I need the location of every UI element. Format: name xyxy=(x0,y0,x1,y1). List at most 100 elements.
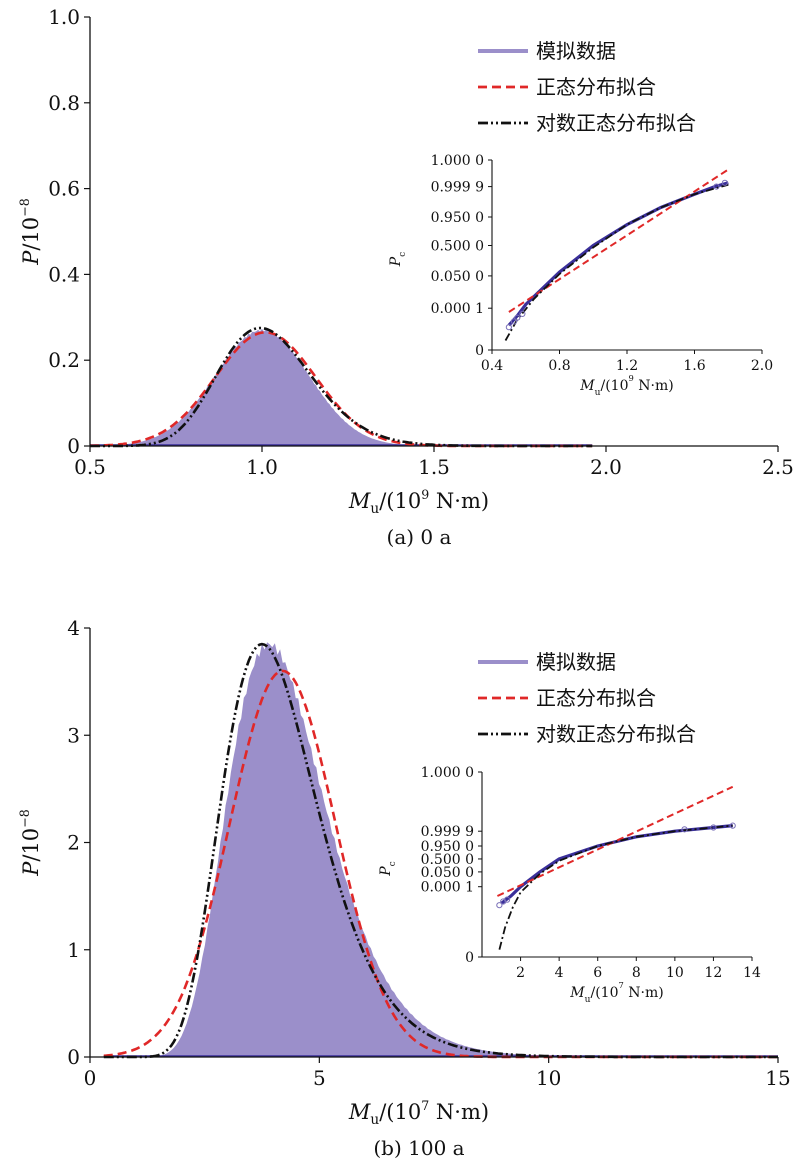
inset-data-point xyxy=(496,902,503,909)
inset-x-tick-label: 2 xyxy=(516,965,525,981)
inset-data-point xyxy=(713,183,720,190)
inset-x-tick-label: 14 xyxy=(743,965,761,981)
inset-y-axis-title-part: c xyxy=(388,861,398,866)
x-tick-label: 10 xyxy=(536,1066,561,1090)
inset-y-axis-title-part: c xyxy=(398,252,408,257)
inset-x-tick-label: 10 xyxy=(666,965,684,981)
inset-y-tick-label: 0.000 1 xyxy=(431,301,484,317)
inset-data-point xyxy=(505,324,512,331)
inset-x-tick-label: 6 xyxy=(593,965,602,981)
y-axis-title: P/10−8 xyxy=(17,809,43,877)
x-tick-label: 0 xyxy=(84,1066,97,1090)
inset-simulated-line xyxy=(500,824,733,905)
inset-y-tick-label: 1.000 0 xyxy=(431,153,484,169)
inset-plot: 1.000 00.999 90.950 00.500 00.050 00.000… xyxy=(378,765,761,1005)
histogram-area xyxy=(90,328,593,446)
y-tick-label: 0 xyxy=(67,1045,80,1069)
y-tick-label: 1.0 xyxy=(48,5,80,29)
legend-entry: 模拟数据 xyxy=(536,650,616,674)
legend-entry: 正态分布拟合 xyxy=(536,75,656,99)
y-axis-title: P/10−8 xyxy=(17,198,43,266)
inset-x-axis-title-part: u xyxy=(595,388,601,398)
y-tick-label: 0.4 xyxy=(48,262,80,286)
inset-lognormal-fit-line xyxy=(498,824,733,950)
y-tick-label: 4 xyxy=(67,616,80,640)
inset-x-axis-title-part: /(10 xyxy=(600,378,628,394)
inset-y-tick-label: 0 xyxy=(465,950,474,966)
inset-data-point xyxy=(729,822,736,829)
y-tick-label: 2 xyxy=(67,831,80,855)
inset-y-tick-label: 0.999 9 xyxy=(421,824,474,840)
inset-x-axis-title-part: M xyxy=(569,985,585,1001)
x-axis-title-part: M xyxy=(348,489,371,513)
x-tick-label: 2.5 xyxy=(762,455,794,479)
inset-y-tick-label: 0.500 0 xyxy=(421,852,474,868)
inset-data-point xyxy=(514,314,521,321)
x-axis-title-part: 9 xyxy=(421,487,429,502)
normal-fit-line xyxy=(103,669,778,1059)
y-axis-title-part: P xyxy=(19,861,43,877)
inset-y-tick-label: 0.500 0 xyxy=(431,239,484,255)
inset-x-axis-title-part: 7 xyxy=(618,980,623,990)
inset-data-point xyxy=(721,179,728,186)
chart-a: 0.5 1.0 1.5 2.0 2.500.20.40.60.81.0Mu/(109 N… xyxy=(17,5,794,549)
x-tick-label: 2.0 xyxy=(590,455,622,479)
y-tick-label: 3 xyxy=(67,723,80,747)
y-axis-title-part: /10 xyxy=(19,217,43,251)
y-axis-title-part: P xyxy=(19,250,43,266)
y-tick-label: 0 xyxy=(67,434,80,458)
inset-x-tick-label: 12 xyxy=(705,965,723,981)
inset-y-tick-label: 0.950 0 xyxy=(431,210,484,226)
inset-plot: 1.000 0 0.999 9 0.950 0 0.500 0 0.050 0 0.000… xyxy=(388,153,773,398)
inset-x-tick-label: 0.8 xyxy=(548,358,570,374)
inset-y-axis-title-part: P xyxy=(378,866,394,877)
x-axis-title: Mu/(107 N·m) xyxy=(348,1098,489,1128)
inset-x-axis-title-part: N·m) xyxy=(634,378,674,394)
inset-data-point xyxy=(681,826,688,833)
inset-x-axis-title: Mu/(107 N·m) xyxy=(569,980,663,1005)
inset-x-axis-title-part: 9 xyxy=(628,373,633,383)
inset-x-axis-title-part: u xyxy=(585,995,591,1005)
figure-caption: (a) 0 a xyxy=(387,525,452,549)
y-tick-label: 1 xyxy=(67,938,80,962)
inset-x-axis-title-part: /(10 xyxy=(590,985,618,1001)
y-tick-label: 0.2 xyxy=(48,348,80,372)
inset-y-tick-label: 1.000 0 xyxy=(421,765,474,781)
inset-x-tick-label: 2.0 xyxy=(751,358,773,374)
x-tick-label: 1.0 xyxy=(246,455,278,479)
inset-data-point xyxy=(519,310,526,317)
y-tick-label: 0.8 xyxy=(48,91,80,115)
legend-entry: 对数正态分布拟合 xyxy=(536,111,696,135)
inset-y-tick-label: 0.999 9 xyxy=(431,180,484,196)
inset-y-axis-title: Pc xyxy=(378,861,398,877)
legend-entry: 模拟数据 xyxy=(536,39,616,63)
y-axis-title-part: /10 xyxy=(19,828,43,862)
inset-normal-fit-line xyxy=(508,168,729,313)
inset-x-tick-label: 1.2 xyxy=(616,358,638,374)
inset-y-tick-label: 0 xyxy=(475,343,484,359)
inset-x-axis-title-part: M xyxy=(579,378,595,394)
x-axis-title-part: 7 xyxy=(421,1098,429,1113)
inset-lognormal-fit-line xyxy=(504,183,729,341)
inset-x-tick-label: 4 xyxy=(555,965,564,981)
x-axis-title-part: N·m) xyxy=(429,489,489,513)
inset-y-tick-label: 0.050 0 xyxy=(431,269,484,285)
figure-caption: (b) 100 a xyxy=(373,1136,464,1160)
y-axis-title-part: −8 xyxy=(17,198,32,217)
x-axis-title-part: u xyxy=(370,501,379,517)
y-tick-label: 0.6 xyxy=(48,177,80,201)
x-axis-title-part: /(10 xyxy=(379,1100,421,1124)
inset-x-tick-label: 0.4 xyxy=(481,358,503,374)
x-tick-label: 5 xyxy=(313,1066,326,1090)
histogram-area xyxy=(103,642,778,1057)
x-axis-title-part: u xyxy=(370,1112,379,1128)
inset-data-point xyxy=(503,896,511,903)
y-axis-title-part: −8 xyxy=(17,809,32,828)
inset-y-axis-title-part: P xyxy=(388,256,404,267)
x-axis-title-part: /(10 xyxy=(379,489,421,513)
inset-x-axis-title-part: N·m) xyxy=(624,985,664,1001)
x-tick-label: 15 xyxy=(765,1066,790,1090)
x-axis-title-part: N·m) xyxy=(429,1100,489,1124)
